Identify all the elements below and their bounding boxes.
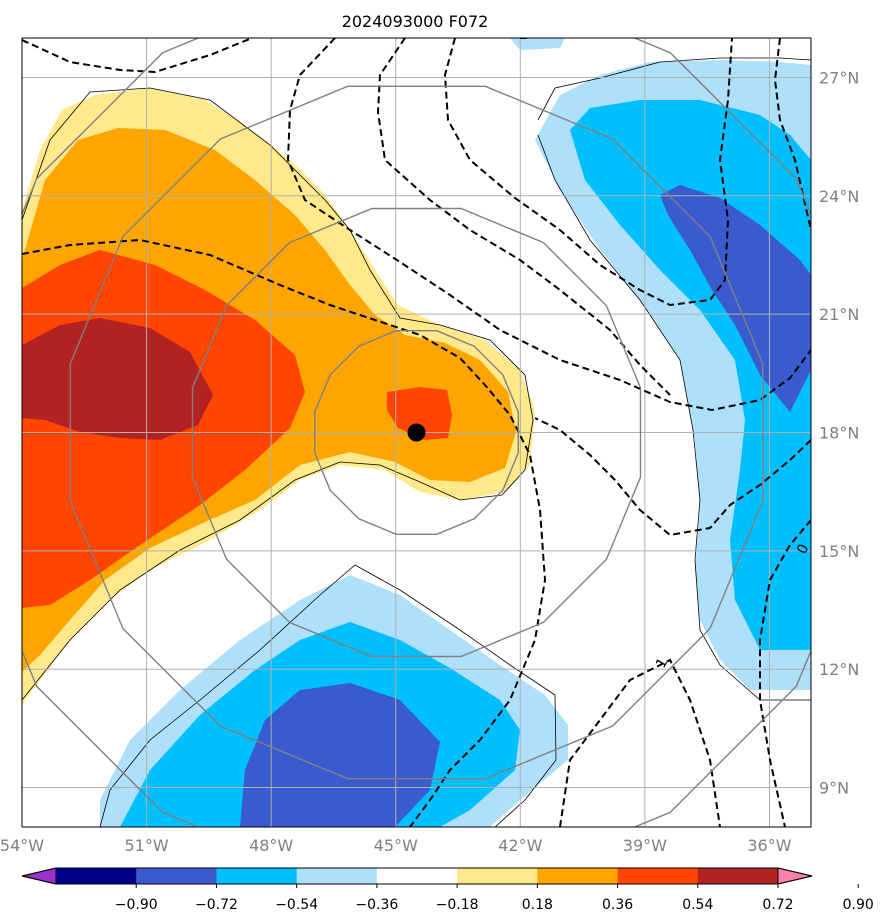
range-ring (314, 330, 519, 535)
range-ring (69, 85, 764, 780)
colorbar-tick-label: 0.54 (682, 897, 713, 913)
colorbar-tick-label: −0.90 (115, 897, 158, 913)
dashed-contours (22, 38, 811, 827)
colorbar-tick-label: −0.36 (355, 897, 398, 913)
colorbar-tick-label: 0.18 (522, 897, 553, 913)
range-ring (191, 207, 642, 658)
colorbar-tick-label: −0.18 (436, 897, 479, 913)
grid-lines (22, 38, 811, 827)
fill-level-neg0.54-south (240, 683, 440, 827)
colorbar-tick-label: 0.36 (602, 897, 633, 913)
negative-anomaly-field (100, 38, 811, 827)
latitude-tick-labels: 9°N 12°N 15°N 18°N 21°N 24°N 27°N (819, 68, 859, 797)
colorbar-extend-low (21, 867, 57, 885)
colorbar-segment (296, 868, 378, 884)
longitude-tick-labels: 54°W 51°W 48°W 45°W 42°W 39°W 36°W (0, 836, 792, 855)
map-title: 2024093000 F072 (342, 12, 489, 31)
colorbar-tick-labels: −0.90 −0.72 −0.54 −0.36 −0.18 0.18 0.36 0.54 0.7… (115, 897, 874, 913)
lat-tick-label: 9°N (819, 779, 849, 798)
colorbar-segment (537, 868, 619, 884)
fill-level-neg0.18-north (510, 38, 565, 50)
lon-tick-label: 48°W (249, 836, 293, 855)
colorbar-extend-high (777, 867, 813, 885)
lon-tick-label: 39°W (623, 836, 667, 855)
colorbar-segment (457, 868, 538, 884)
storm-center-marker (407, 423, 426, 442)
colorbar (21, 867, 859, 888)
lon-tick-label: 42°W (498, 836, 542, 855)
map-area: 01 (22, 38, 811, 827)
lon-tick-label: 51°W (124, 836, 168, 855)
lon-tick-label: 36°W (747, 836, 791, 855)
colorbar-segment (136, 868, 217, 884)
lat-tick-label: 18°N (819, 424, 859, 443)
map-frame (21, 37, 812, 828)
colorbar-tick-label: 0.90 (843, 897, 874, 913)
colorbar-outline (21, 867, 813, 885)
colorbar-segment (216, 868, 298, 884)
range-ring (22, 38, 811, 827)
lat-tick-label: 12°N (819, 660, 859, 679)
lat-tick-label: 21°N (819, 305, 859, 324)
lon-tick-label: 45°W (374, 836, 418, 855)
lat-tick-label: 27°N (819, 68, 859, 87)
colorbar-tick-label: 0.72 (762, 897, 793, 913)
colorbar-tick-label: −0.54 (275, 897, 318, 913)
colorbar-segment (376, 868, 458, 884)
zero-contours (22, 57, 811, 827)
lat-tick-label: 15°N (819, 542, 859, 561)
colorbar-segment (617, 868, 699, 884)
colorbar-segment (56, 868, 137, 884)
lon-tick-label: 54°W (0, 836, 44, 855)
colorbar-segment (697, 868, 779, 884)
lat-tick-label: 24°N (819, 187, 859, 206)
colorbar-tick-label: −0.72 (195, 897, 238, 913)
fill-level-0.54-core (387, 387, 452, 440)
range-rings (22, 38, 811, 827)
